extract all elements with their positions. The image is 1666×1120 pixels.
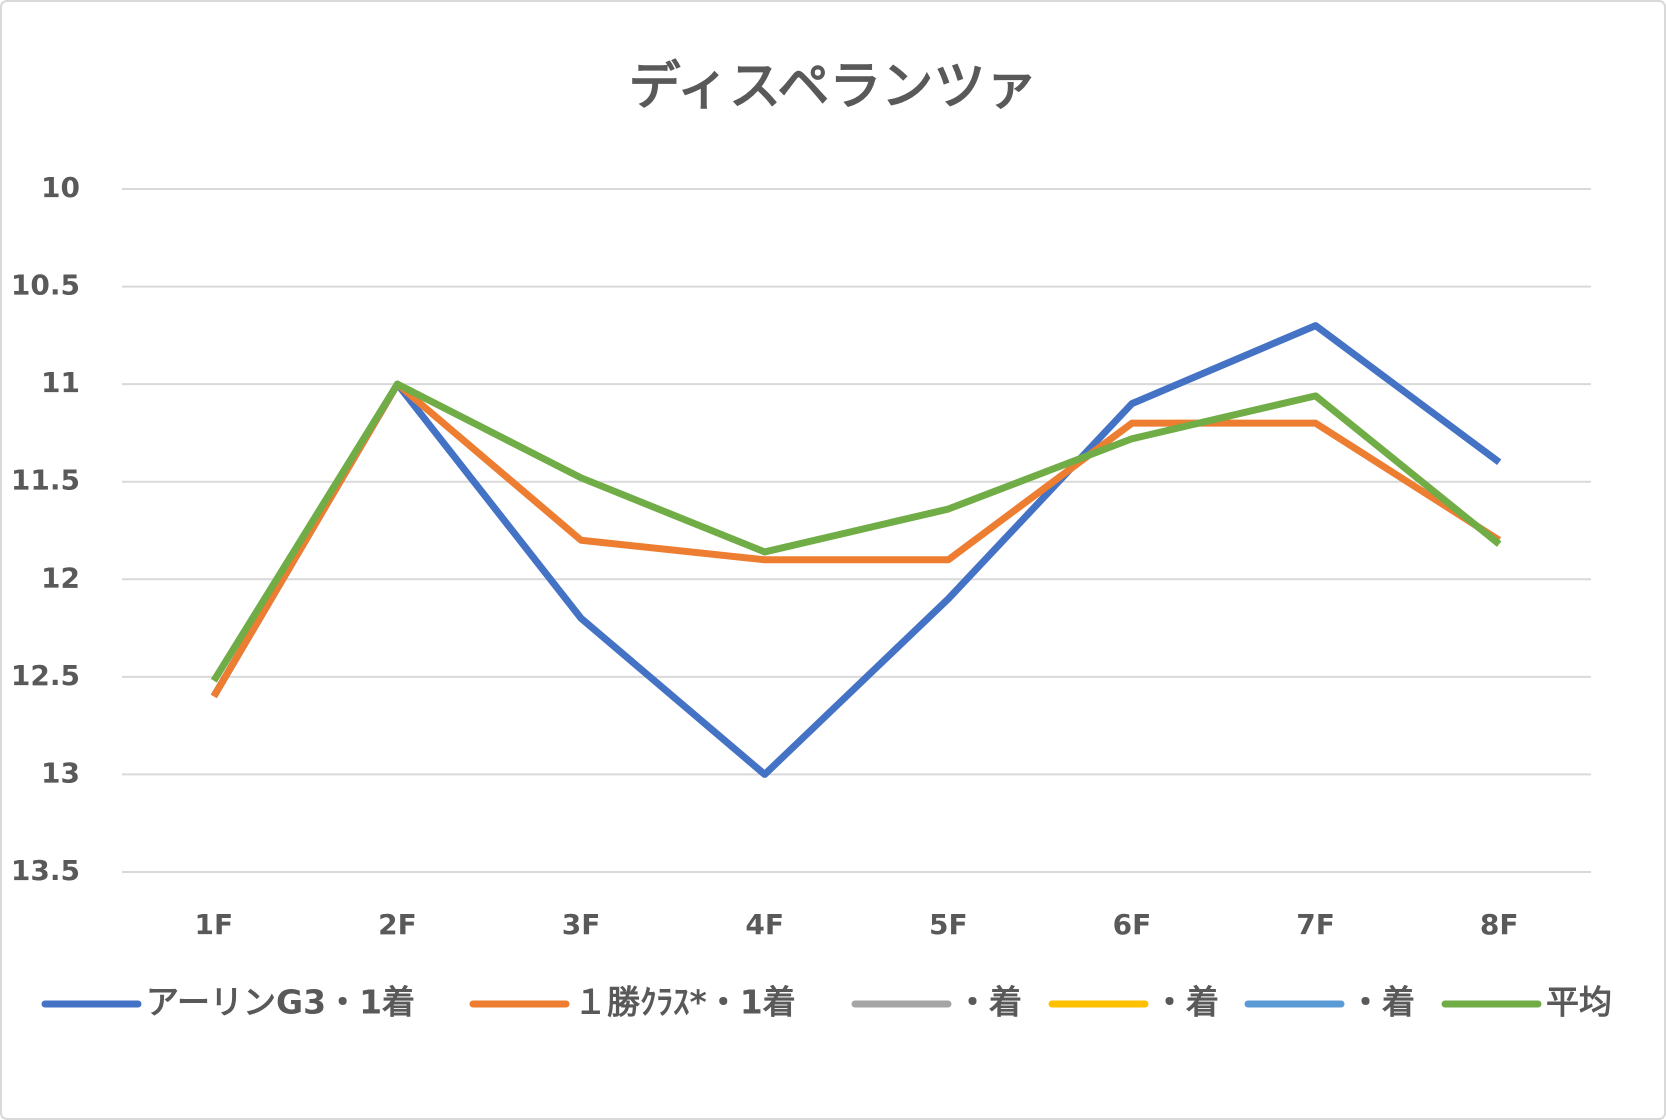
- y-tick-label: 11.5: [11, 464, 80, 497]
- y-tick-label: 12.5: [11, 659, 80, 692]
- legend-label: アーリンG3・1着: [146, 983, 415, 1022]
- y-tick-label: 11: [41, 366, 80, 399]
- y-tick-label: 13.5: [11, 854, 80, 887]
- series-line: [210, 380, 1502, 683]
- x-tick-label: 4F: [745, 908, 784, 941]
- series-line: [210, 322, 1502, 778]
- x-tick-label: 2F: [378, 908, 417, 941]
- y-tick-label: 10: [41, 171, 80, 204]
- x-tick-label: 1F: [195, 908, 234, 941]
- x-tick-label: 5F: [929, 908, 968, 941]
- y-tick-label: 12: [41, 561, 80, 594]
- legend-label: ・着: [1349, 983, 1415, 1022]
- legend-label: １勝ｸﾗｽ*・1着: [574, 983, 796, 1022]
- legend-label: ・着: [1153, 983, 1219, 1022]
- chart-title: ディスペランツァ: [629, 57, 1038, 117]
- legend-label: ・着: [956, 983, 1022, 1022]
- y-tick-label: 10.5: [11, 269, 80, 302]
- y-tick-label: 13: [41, 756, 80, 789]
- x-tick-label: 8F: [1480, 908, 1519, 941]
- x-tick-label: 6F: [1113, 908, 1152, 941]
- legend-label: 平均: [1546, 983, 1612, 1022]
- x-tick-label: 7F: [1296, 908, 1335, 941]
- series-line: [210, 380, 1502, 699]
- x-tick-label: 3F: [562, 908, 601, 941]
